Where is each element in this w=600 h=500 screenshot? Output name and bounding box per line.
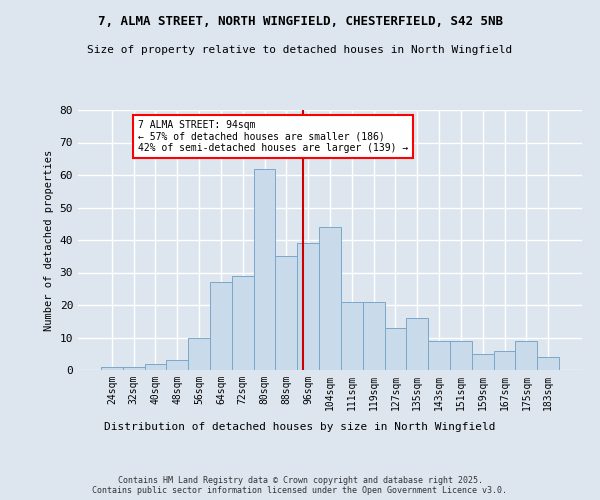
Bar <box>537 357 559 370</box>
Bar <box>123 367 145 370</box>
Text: 7 ALMA STREET: 94sqm
← 57% of detached houses are smaller (186)
42% of semi-deta: 7 ALMA STREET: 94sqm ← 57% of detached h… <box>138 120 408 153</box>
Bar <box>341 302 363 370</box>
Bar <box>297 244 319 370</box>
Bar <box>515 341 537 370</box>
Bar <box>428 341 450 370</box>
Bar <box>450 341 472 370</box>
Bar <box>406 318 428 370</box>
Bar <box>101 367 123 370</box>
Bar <box>275 256 297 370</box>
Bar <box>254 168 275 370</box>
Bar <box>188 338 210 370</box>
Bar <box>210 282 232 370</box>
Bar <box>232 276 254 370</box>
Bar <box>319 227 341 370</box>
Bar <box>494 350 515 370</box>
Text: 7, ALMA STREET, NORTH WINGFIELD, CHESTERFIELD, S42 5NB: 7, ALMA STREET, NORTH WINGFIELD, CHESTER… <box>97 15 503 28</box>
Bar <box>385 328 406 370</box>
Bar <box>145 364 166 370</box>
Text: Contains HM Land Registry data © Crown copyright and database right 2025.
Contai: Contains HM Land Registry data © Crown c… <box>92 476 508 495</box>
Text: Distribution of detached houses by size in North Wingfield: Distribution of detached houses by size … <box>104 422 496 432</box>
Y-axis label: Number of detached properties: Number of detached properties <box>44 150 54 330</box>
Bar <box>166 360 188 370</box>
Bar <box>363 302 385 370</box>
Text: Size of property relative to detached houses in North Wingfield: Size of property relative to detached ho… <box>88 45 512 55</box>
Bar <box>472 354 494 370</box>
